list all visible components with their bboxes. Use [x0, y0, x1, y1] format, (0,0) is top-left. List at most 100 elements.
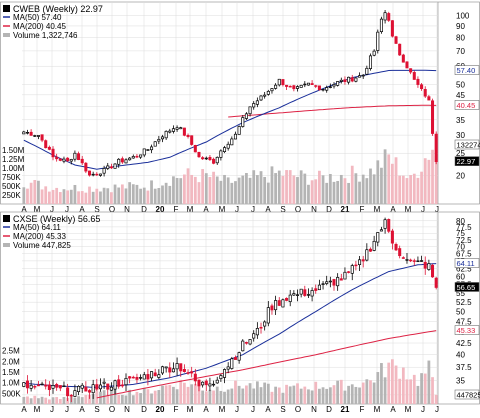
candle-body	[237, 352, 241, 361]
volume-bar	[135, 184, 139, 204]
candle	[51, 146, 55, 161]
candle-body	[91, 173, 95, 176]
candle	[398, 245, 402, 259]
candle	[164, 366, 168, 373]
candle-body	[310, 83, 314, 86]
candle-body	[241, 117, 245, 127]
volume-bar	[409, 175, 413, 204]
candle	[288, 85, 292, 88]
series-color-swatch	[3, 215, 10, 222]
volume-bar	[223, 391, 226, 404]
candle	[423, 256, 427, 275]
candle	[325, 275, 329, 286]
candle-body	[201, 381, 205, 386]
candle-body	[168, 367, 172, 373]
candle-body	[343, 271, 347, 280]
volume-bar	[51, 189, 55, 204]
volume-bar	[117, 187, 121, 204]
candle	[241, 115, 245, 128]
month-label: F	[174, 405, 179, 414]
candle-body	[383, 219, 387, 229]
candle-body	[223, 147, 227, 153]
last-price-box-bg	[454, 156, 480, 166]
candle	[244, 112, 248, 121]
legend-entry: Volume 1,322,746	[13, 31, 78, 40]
volume-tick-label: 500K	[2, 182, 21, 191]
volume-bar	[99, 391, 102, 404]
candle-body	[98, 173, 102, 176]
volume-bar	[40, 189, 44, 204]
month-label: A	[21, 205, 27, 214]
month-label: J	[65, 405, 69, 414]
volume-bar	[266, 182, 270, 204]
volume-bar	[405, 379, 409, 404]
candle	[113, 163, 117, 169]
candle-body	[135, 376, 139, 380]
candle-body	[295, 86, 300, 89]
candle-body	[361, 74, 365, 77]
candle	[310, 80, 314, 86]
candle-body	[164, 130, 168, 139]
candle-body	[197, 151, 201, 158]
candle-body	[98, 384, 102, 390]
ma200-value-box: 40.45	[454, 100, 480, 110]
volume-bar	[84, 394, 88, 404]
volume-bar	[95, 390, 99, 404]
volume-tick-label: 750K	[2, 173, 21, 182]
candle-body	[193, 373, 197, 382]
legend-entry: MA(200) 40.45	[13, 22, 66, 31]
volume-bar	[201, 390, 205, 404]
candle	[117, 158, 121, 168]
month-label: A	[203, 405, 209, 414]
month-axis-labels: A M J J A S O N D 20 F M A M J J A S O N D 21 F M A M J J	[21, 405, 439, 414]
candle-body	[412, 72, 416, 80]
volume-bar	[339, 174, 343, 204]
candle	[281, 79, 285, 87]
candle-body	[106, 165, 110, 169]
candle	[347, 76, 351, 85]
candle	[139, 154, 143, 159]
month-label: A	[21, 405, 27, 414]
candle	[193, 144, 197, 153]
candle	[208, 155, 212, 161]
candle	[106, 383, 110, 396]
candle-body	[295, 294, 300, 296]
month-label: M	[187, 205, 194, 214]
volume-bar	[347, 182, 350, 204]
volume-bar	[230, 388, 234, 404]
month-label: S	[94, 405, 99, 414]
ma200-value-box-label: 45.33	[457, 326, 476, 335]
candle	[299, 288, 303, 298]
candle-body	[299, 288, 303, 295]
volume-bar	[106, 395, 110, 404]
candle-body	[139, 154, 143, 158]
candle	[405, 253, 409, 264]
candle-body	[285, 84, 289, 87]
candle	[423, 86, 427, 99]
candle	[124, 373, 128, 392]
month-label: M	[374, 205, 381, 214]
volume-bar	[325, 182, 329, 204]
volume-bar	[383, 377, 387, 404]
candle	[91, 379, 95, 399]
candle	[252, 101, 256, 110]
volume-bar	[299, 388, 303, 404]
candle	[317, 85, 321, 91]
candle	[142, 148, 146, 158]
candle	[244, 341, 248, 345]
volume-bar	[303, 173, 307, 204]
volume-bar	[47, 399, 51, 404]
candle	[237, 125, 241, 135]
price-tick-label: 55	[456, 289, 465, 298]
candle-body	[131, 376, 135, 379]
candle-body	[241, 340, 245, 352]
month-label: A	[79, 205, 85, 214]
candle-body	[146, 149, 150, 151]
candle	[350, 74, 354, 83]
candle	[120, 156, 124, 164]
candle-body	[379, 229, 383, 232]
volume-bar	[361, 174, 365, 204]
candle	[190, 366, 194, 378]
volume-bar	[234, 181, 237, 204]
